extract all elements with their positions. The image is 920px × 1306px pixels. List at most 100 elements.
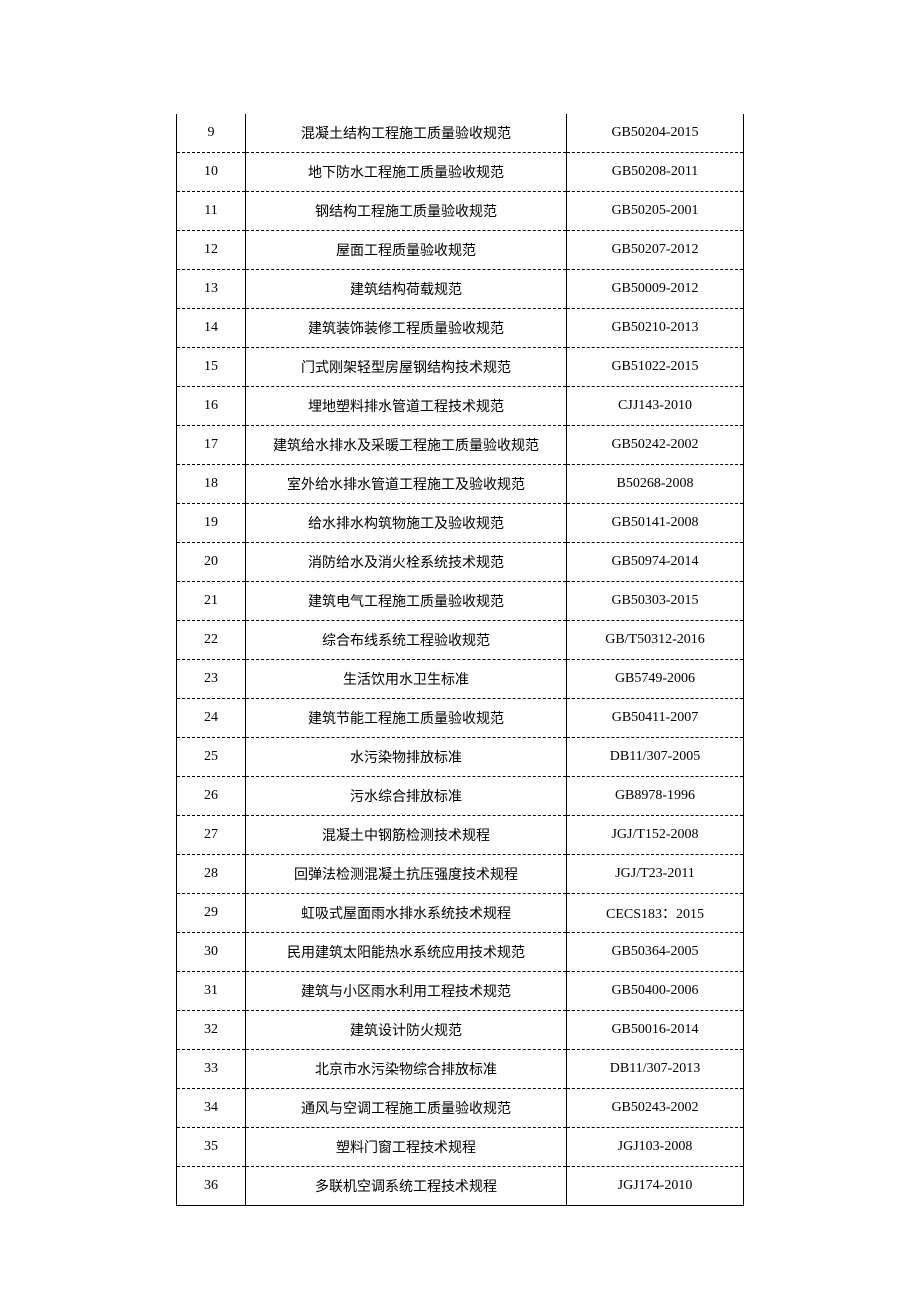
row-name: 埋地塑料排水管道工程技术规范 xyxy=(246,387,567,426)
row-name: 建筑设计防火规范 xyxy=(246,1011,567,1050)
row-index: 21 xyxy=(177,582,246,621)
row-name: 综合布线系统工程验收规范 xyxy=(246,621,567,660)
row-code: B50268-2008 xyxy=(567,465,744,504)
row-index: 12 xyxy=(177,231,246,270)
row-index: 9 xyxy=(177,114,246,153)
row-code: GB50205-2001 xyxy=(567,192,744,231)
table-row: 12屋面工程质量验收规范GB50207-2012 xyxy=(177,231,744,270)
row-name: 钢结构工程施工质量验收规范 xyxy=(246,192,567,231)
row-name: 建筑结构荷载规范 xyxy=(246,270,567,309)
row-code: GB50009-2012 xyxy=(567,270,744,309)
table-row: 24建筑节能工程施工质量验收规范GB50411-2007 xyxy=(177,699,744,738)
row-code: GB50411-2007 xyxy=(567,699,744,738)
row-name: 室外给水排水管道工程施工及验收规范 xyxy=(246,465,567,504)
row-code: GB51022-2015 xyxy=(567,348,744,387)
table-row: 34通风与空调工程施工质量验收规范GB50243-2002 xyxy=(177,1089,744,1128)
table-row: 36多联机空调系统工程技术规程JGJ174-2010 xyxy=(177,1167,744,1206)
row-code: GB50141-2008 xyxy=(567,504,744,543)
table-row: 29虹吸式屋面雨水排水系统技术规程CECS183：2015 xyxy=(177,894,744,933)
table-row: 16埋地塑料排水管道工程技术规范CJJ143-2010 xyxy=(177,387,744,426)
row-index: 32 xyxy=(177,1011,246,1050)
table-row: 23生活饮用水卫生标准GB5749-2006 xyxy=(177,660,744,699)
table-row: 9混凝土结构工程施工质量验收规范GB50204-2015 xyxy=(177,114,744,153)
table-row: 13建筑结构荷载规范GB50009-2012 xyxy=(177,270,744,309)
table-row: 31建筑与小区雨水利用工程技术规范GB50400-2006 xyxy=(177,972,744,1011)
row-index: 30 xyxy=(177,933,246,972)
table-row: 14建筑装饰装修工程质量验收规范GB50210-2013 xyxy=(177,309,744,348)
row-code: GB50016-2014 xyxy=(567,1011,744,1050)
row-index: 23 xyxy=(177,660,246,699)
row-code: GB50303-2015 xyxy=(567,582,744,621)
row-index: 29 xyxy=(177,894,246,933)
row-index: 26 xyxy=(177,777,246,816)
row-code: DB11/307-2005 xyxy=(567,738,744,777)
row-index: 15 xyxy=(177,348,246,387)
row-code: CECS183：2015 xyxy=(567,894,744,933)
row-name: 给水排水构筑物施工及验收规范 xyxy=(246,504,567,543)
row-name: 北京市水污染物综合排放标准 xyxy=(246,1050,567,1089)
table-row: 15门式刚架轻型房屋钢结构技术规范GB51022-2015 xyxy=(177,348,744,387)
row-code: JGJ/T152-2008 xyxy=(567,816,744,855)
table-row: 11钢结构工程施工质量验收规范GB50205-2001 xyxy=(177,192,744,231)
row-name: 建筑电气工程施工质量验收规范 xyxy=(246,582,567,621)
row-code: JGJ103-2008 xyxy=(567,1128,744,1167)
table-row: 30民用建筑太阳能热水系统应用技术规范GB50364-2005 xyxy=(177,933,744,972)
table-row: 33北京市水污染物综合排放标准DB11/307-2013 xyxy=(177,1050,744,1089)
row-code: GB50243-2002 xyxy=(567,1089,744,1128)
standards-table: 9混凝土结构工程施工质量验收规范GB50204-201510地下防水工程施工质量… xyxy=(176,114,744,1206)
row-index: 31 xyxy=(177,972,246,1011)
row-name: 建筑节能工程施工质量验收规范 xyxy=(246,699,567,738)
row-index: 18 xyxy=(177,465,246,504)
document-page: 9混凝土结构工程施工质量验收规范GB50204-201510地下防水工程施工质量… xyxy=(0,0,920,1306)
row-index: 10 xyxy=(177,153,246,192)
row-name: 水污染物排放标准 xyxy=(246,738,567,777)
table-row: 27混凝土中钢筋检测技术规程JGJ/T152-2008 xyxy=(177,816,744,855)
row-name: 门式刚架轻型房屋钢结构技术规范 xyxy=(246,348,567,387)
table-row: 25水污染物排放标准DB11/307-2005 xyxy=(177,738,744,777)
table-row: 21建筑电气工程施工质量验收规范GB50303-2015 xyxy=(177,582,744,621)
row-name: 地下防水工程施工质量验收规范 xyxy=(246,153,567,192)
row-code: GB50204-2015 xyxy=(567,114,744,153)
row-code: JGJ174-2010 xyxy=(567,1167,744,1206)
row-code: GB50364-2005 xyxy=(567,933,744,972)
row-index: 24 xyxy=(177,699,246,738)
row-code: GB/T50312-2016 xyxy=(567,621,744,660)
row-name: 民用建筑太阳能热水系统应用技术规范 xyxy=(246,933,567,972)
row-name: 屋面工程质量验收规范 xyxy=(246,231,567,270)
row-index: 27 xyxy=(177,816,246,855)
row-index: 17 xyxy=(177,426,246,465)
row-code: GB50208-2011 xyxy=(567,153,744,192)
row-name: 混凝土结构工程施工质量验收规范 xyxy=(246,114,567,153)
row-index: 28 xyxy=(177,855,246,894)
table-row: 32建筑设计防火规范GB50016-2014 xyxy=(177,1011,744,1050)
row-index: 33 xyxy=(177,1050,246,1089)
row-index: 35 xyxy=(177,1128,246,1167)
row-name: 塑料门窗工程技术规程 xyxy=(246,1128,567,1167)
standards-table-body: 9混凝土结构工程施工质量验收规范GB50204-201510地下防水工程施工质量… xyxy=(177,114,744,1206)
row-name: 建筑装饰装修工程质量验收规范 xyxy=(246,309,567,348)
table-row: 18室外给水排水管道工程施工及验收规范B50268-2008 xyxy=(177,465,744,504)
table-row: 35塑料门窗工程技术规程JGJ103-2008 xyxy=(177,1128,744,1167)
table-row: 10地下防水工程施工质量验收规范GB50208-2011 xyxy=(177,153,744,192)
row-name: 消防给水及消火栓系统技术规范 xyxy=(246,543,567,582)
row-name: 多联机空调系统工程技术规程 xyxy=(246,1167,567,1206)
row-name: 污水综合排放标准 xyxy=(246,777,567,816)
row-code: GB50210-2013 xyxy=(567,309,744,348)
table-row: 22综合布线系统工程验收规范GB/T50312-2016 xyxy=(177,621,744,660)
row-index: 14 xyxy=(177,309,246,348)
row-index: 22 xyxy=(177,621,246,660)
row-name: 回弹法检测混凝土抗压强度技术规程 xyxy=(246,855,567,894)
table-row: 17建筑给水排水及采暖工程施工质量验收规范GB50242-2002 xyxy=(177,426,744,465)
row-code: GB8978-1996 xyxy=(567,777,744,816)
row-code: DB11/307-2013 xyxy=(567,1050,744,1089)
row-index: 11 xyxy=(177,192,246,231)
row-index: 34 xyxy=(177,1089,246,1128)
row-name: 混凝土中钢筋检测技术规程 xyxy=(246,816,567,855)
row-index: 20 xyxy=(177,543,246,582)
table-row: 26污水综合排放标准GB8978-1996 xyxy=(177,777,744,816)
row-name: 生活饮用水卫生标准 xyxy=(246,660,567,699)
table-row: 19给水排水构筑物施工及验收规范GB50141-2008 xyxy=(177,504,744,543)
row-code: CJJ143-2010 xyxy=(567,387,744,426)
row-code: GB50974-2014 xyxy=(567,543,744,582)
row-name: 虹吸式屋面雨水排水系统技术规程 xyxy=(246,894,567,933)
